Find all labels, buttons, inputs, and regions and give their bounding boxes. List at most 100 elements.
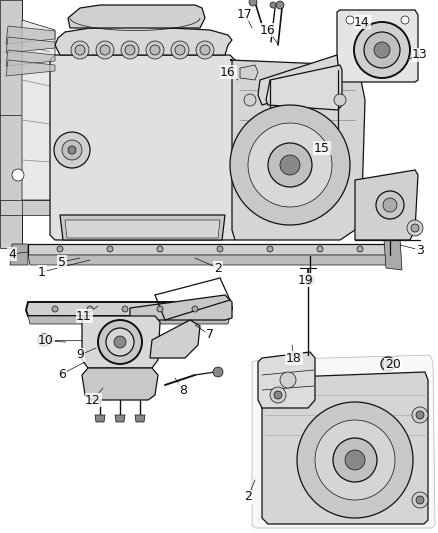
Polygon shape xyxy=(82,316,160,368)
Circle shape xyxy=(317,246,323,252)
Circle shape xyxy=(280,155,300,175)
Circle shape xyxy=(407,220,423,236)
Polygon shape xyxy=(130,295,232,320)
Text: 19: 19 xyxy=(298,273,314,287)
Polygon shape xyxy=(26,302,232,316)
Text: 10: 10 xyxy=(38,335,54,348)
Circle shape xyxy=(38,334,50,346)
Polygon shape xyxy=(28,316,230,324)
Circle shape xyxy=(315,420,395,500)
Polygon shape xyxy=(252,355,435,528)
Circle shape xyxy=(75,45,85,55)
Text: 2: 2 xyxy=(244,490,252,504)
Circle shape xyxy=(62,140,82,160)
Circle shape xyxy=(71,41,89,59)
Circle shape xyxy=(416,496,424,504)
Circle shape xyxy=(54,132,90,168)
Circle shape xyxy=(333,438,377,482)
Text: 17: 17 xyxy=(237,7,253,20)
Polygon shape xyxy=(0,0,22,248)
Text: 16: 16 xyxy=(260,23,276,36)
Circle shape xyxy=(122,306,128,312)
Circle shape xyxy=(416,411,424,419)
Polygon shape xyxy=(230,60,365,240)
Polygon shape xyxy=(6,50,55,66)
Circle shape xyxy=(308,278,312,282)
Circle shape xyxy=(96,41,114,59)
Polygon shape xyxy=(55,27,232,55)
Circle shape xyxy=(297,402,413,518)
Polygon shape xyxy=(258,55,340,105)
Circle shape xyxy=(385,361,391,367)
Circle shape xyxy=(213,367,223,377)
Circle shape xyxy=(306,276,314,284)
Polygon shape xyxy=(266,65,342,110)
Polygon shape xyxy=(262,372,428,524)
Polygon shape xyxy=(135,415,145,422)
Circle shape xyxy=(146,41,164,59)
Text: 5: 5 xyxy=(58,255,66,269)
Polygon shape xyxy=(355,170,418,240)
Circle shape xyxy=(280,372,296,388)
Circle shape xyxy=(175,45,185,55)
Polygon shape xyxy=(65,220,220,238)
Text: 16: 16 xyxy=(220,66,236,78)
Circle shape xyxy=(248,123,332,207)
Polygon shape xyxy=(95,415,105,422)
Circle shape xyxy=(364,32,400,68)
Text: 11: 11 xyxy=(76,310,92,322)
Circle shape xyxy=(334,94,346,106)
Polygon shape xyxy=(82,368,158,400)
Circle shape xyxy=(52,306,58,312)
Polygon shape xyxy=(258,352,315,408)
Polygon shape xyxy=(240,65,258,80)
Polygon shape xyxy=(28,255,390,265)
Text: 13: 13 xyxy=(412,49,428,61)
Polygon shape xyxy=(6,60,55,76)
Text: 15: 15 xyxy=(314,141,330,155)
Circle shape xyxy=(57,246,63,252)
Circle shape xyxy=(268,143,312,187)
Circle shape xyxy=(121,41,139,59)
Polygon shape xyxy=(150,320,200,358)
Circle shape xyxy=(270,387,286,403)
Circle shape xyxy=(412,492,428,508)
Text: 9: 9 xyxy=(76,349,84,361)
Circle shape xyxy=(157,246,163,252)
Polygon shape xyxy=(115,415,125,422)
Circle shape xyxy=(230,105,350,225)
Polygon shape xyxy=(10,244,28,265)
Circle shape xyxy=(217,246,223,252)
Circle shape xyxy=(244,94,256,106)
Circle shape xyxy=(171,41,189,59)
Polygon shape xyxy=(6,37,55,53)
Circle shape xyxy=(346,16,354,24)
Circle shape xyxy=(267,246,273,252)
Text: 2: 2 xyxy=(214,262,222,274)
Text: 3: 3 xyxy=(416,244,424,256)
Polygon shape xyxy=(22,20,55,200)
Polygon shape xyxy=(28,244,390,255)
Text: 1: 1 xyxy=(38,265,46,279)
Circle shape xyxy=(274,391,282,399)
Circle shape xyxy=(98,320,142,364)
Polygon shape xyxy=(0,200,55,215)
Text: 4: 4 xyxy=(8,247,16,261)
Circle shape xyxy=(374,42,390,58)
Polygon shape xyxy=(6,26,55,44)
Text: 20: 20 xyxy=(385,359,401,372)
Polygon shape xyxy=(50,55,235,240)
Circle shape xyxy=(200,45,210,55)
Circle shape xyxy=(87,306,93,312)
Circle shape xyxy=(12,169,24,181)
Text: 7: 7 xyxy=(206,328,214,342)
Circle shape xyxy=(68,146,76,154)
Circle shape xyxy=(41,337,47,343)
Circle shape xyxy=(357,246,363,252)
Polygon shape xyxy=(337,10,418,82)
Text: 8: 8 xyxy=(179,384,187,397)
Text: 18: 18 xyxy=(286,351,302,365)
Text: 12: 12 xyxy=(85,393,101,407)
Circle shape xyxy=(381,357,395,371)
Circle shape xyxy=(114,336,126,348)
